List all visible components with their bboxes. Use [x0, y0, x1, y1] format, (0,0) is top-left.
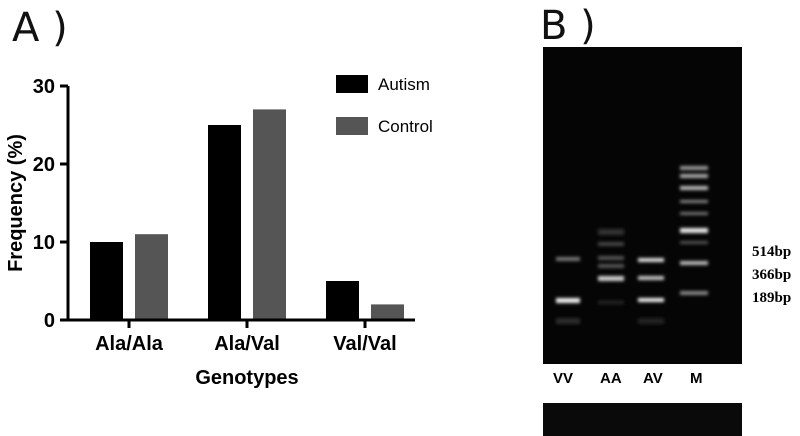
gel-band	[556, 257, 580, 261]
gel-band	[680, 261, 708, 265]
gel-background	[543, 47, 742, 364]
legend-swatch-control	[336, 117, 368, 135]
lane-label-vv: VV	[553, 370, 574, 387]
bar-autism-2	[326, 281, 359, 320]
gel-band	[680, 174, 708, 178]
gel-band	[680, 166, 708, 170]
y-axis-label: Frequency (%)	[5, 134, 27, 272]
ticks-layer: 0 10 20 30 Ala/Ala Ala/Val Val/Val	[33, 76, 397, 355]
gel-band	[598, 300, 624, 305]
x-tick-label: Val/Val	[333, 333, 396, 355]
bar-control-2	[371, 304, 404, 320]
gel-band	[638, 276, 664, 280]
y-tick-label: 30	[33, 76, 55, 98]
gel-band	[598, 276, 624, 281]
gel-band	[598, 229, 624, 235]
gel-band	[680, 291, 708, 295]
legend-swatch-autism	[336, 75, 368, 93]
gel-band	[598, 256, 624, 260]
x-axis-label: Genotypes	[195, 367, 298, 389]
bar-control-1	[253, 109, 286, 321]
lane-label-av: AV	[643, 370, 663, 387]
bars-layer	[90, 109, 404, 321]
panel-b-label: B )	[540, 3, 596, 49]
bar-autism-0	[90, 242, 123, 320]
x-tick-label: Ala/Val	[214, 333, 280, 355]
legend-label-autism: Autism	[378, 75, 430, 94]
bp-label-189: 189bp	[752, 290, 792, 306]
bar-autism-1	[208, 125, 241, 320]
gel-band	[680, 241, 708, 244]
gel-band	[598, 264, 624, 268]
bp-label-366: 366bp	[752, 267, 792, 283]
x-tick-label: Ala/Ala	[95, 333, 164, 355]
gel-band	[680, 200, 708, 203]
legend: Autism Control	[336, 75, 433, 136]
gel-band	[638, 318, 664, 324]
gel-strip	[543, 403, 742, 436]
y-tick-label: 10	[33, 232, 55, 254]
gel-band	[680, 212, 708, 215]
bar-control-0	[135, 234, 168, 320]
bp-label-514: 514bp	[752, 244, 792, 260]
gel-band	[638, 298, 664, 302]
lane-label-aa: AA	[600, 370, 622, 387]
gel-band	[680, 228, 708, 233]
gel-band	[556, 298, 580, 303]
gel-band	[556, 318, 580, 324]
y-tick-label: 20	[33, 154, 55, 176]
gel-band	[638, 258, 664, 262]
panel-a-label: A )	[12, 5, 68, 51]
lane-label-m: M	[690, 370, 703, 387]
gel-band	[680, 186, 708, 190]
y-tick-label: 0	[44, 310, 55, 332]
legend-label-control: Control	[378, 117, 433, 136]
gel-band	[598, 242, 624, 246]
